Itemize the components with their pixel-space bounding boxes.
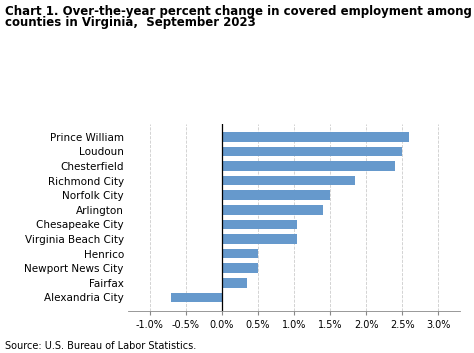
Bar <box>222 220 298 229</box>
Text: Source: U.S. Bureau of Labor Statistics.: Source: U.S. Bureau of Labor Statistics. <box>5 341 196 351</box>
Bar <box>222 249 258 258</box>
Bar <box>222 205 323 215</box>
Text: counties in Virginia,  September 2023: counties in Virginia, September 2023 <box>5 16 255 29</box>
Text: Chart 1. Over-the-year percent change in covered employment among the largest: Chart 1. Over-the-year percent change in… <box>5 5 474 18</box>
Bar <box>222 191 330 200</box>
Bar <box>222 176 355 185</box>
Bar <box>222 132 409 142</box>
Bar <box>222 278 247 288</box>
Bar <box>222 234 298 244</box>
Bar <box>222 146 402 156</box>
Bar <box>222 161 395 171</box>
Bar <box>171 293 222 302</box>
Bar <box>222 263 258 273</box>
